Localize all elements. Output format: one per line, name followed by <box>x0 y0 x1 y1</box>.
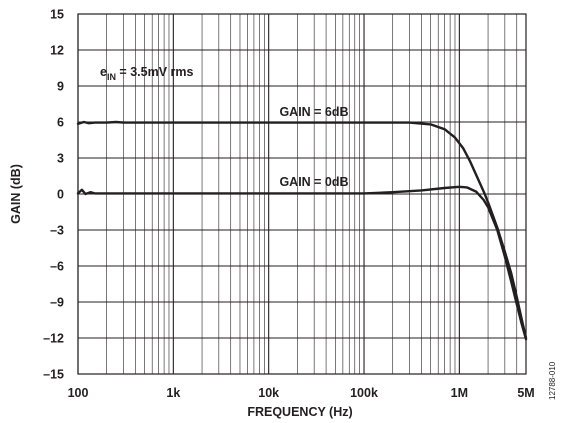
series-group <box>76 120 528 341</box>
figure-id: 12788-010 <box>548 361 557 400</box>
annotation-subscript: IN <box>107 72 116 82</box>
y-tick-label: 0 <box>57 188 64 202</box>
annotation-e: e <box>100 65 107 79</box>
input-voltage-annotation: eIN = 3.5mV rms <box>100 65 193 82</box>
y-tick-label: 12 <box>50 44 64 58</box>
y-tick-label: 6 <box>57 116 64 130</box>
y-tick-label: –15 <box>43 368 64 382</box>
annotation-rest: = 3.5mV rms <box>116 65 194 79</box>
x-tick-label: 10k <box>258 386 279 400</box>
gain-6db-label: GAIN = 6dB <box>279 105 348 119</box>
x-tick-label: 100k <box>350 386 378 400</box>
y-tick-label: 3 <box>57 152 64 166</box>
series-line-gain-6db <box>76 120 528 340</box>
x-tick-label: 5M <box>517 386 534 400</box>
gain-0db-label: GAIN = 0dB <box>279 175 348 189</box>
x-tick-label: 1k <box>166 386 180 400</box>
y-tick-label: –12 <box>43 332 64 346</box>
y-tick-label: –9 <box>50 296 64 310</box>
x-axis-label: FREQUENCY (Hz) <box>247 405 352 419</box>
y-axis-label: GAIN (dB) <box>9 164 23 224</box>
y-tick-label: –6 <box>50 260 64 274</box>
y-tick-label: 15 <box>50 8 64 22</box>
x-tick-label: 1M <box>451 386 468 400</box>
series-line-gain-0db <box>76 185 528 341</box>
x-tick-label: 100 <box>68 386 89 400</box>
plot-frame <box>77 13 527 375</box>
y-tick-label: 9 <box>57 80 64 94</box>
y-tick-label: –3 <box>50 224 64 238</box>
tick-labels: 15 12 9 6 3 0 –3 –6 –9 –12 –15 100 1k 10k 100k 1M 5M <box>43 8 535 401</box>
